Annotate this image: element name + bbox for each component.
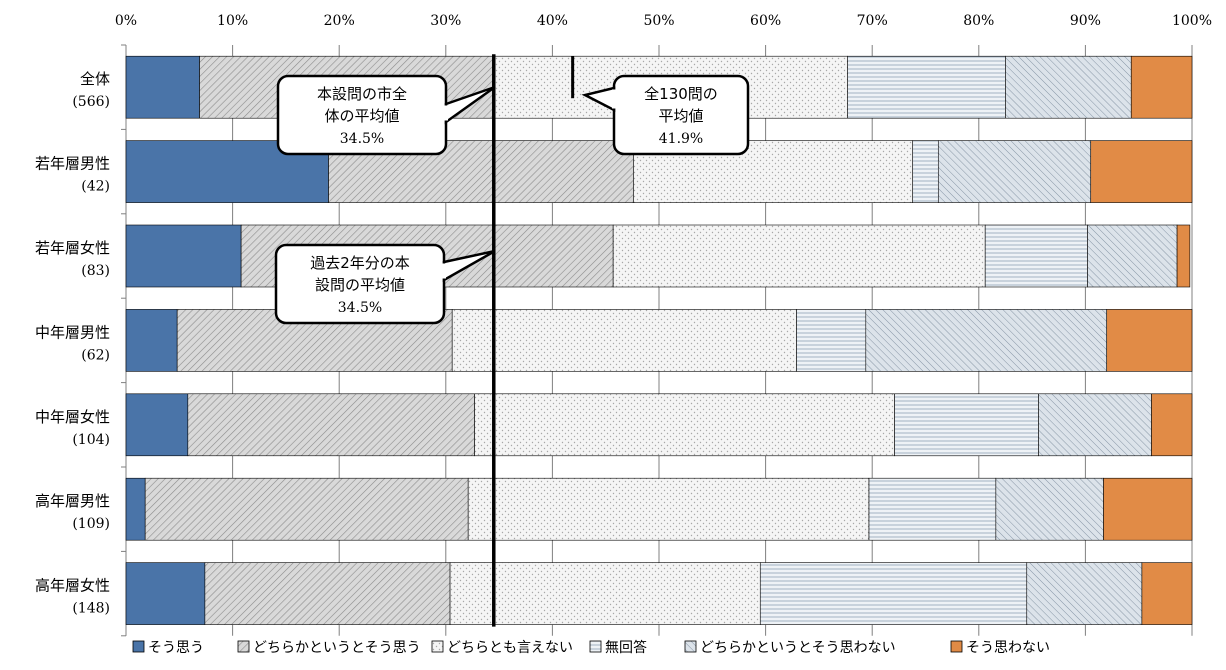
legend-item: どちらとも言えない [431, 640, 573, 656]
bar-segment [612, 224, 986, 288]
x-tick-label: 70% [857, 13, 888, 29]
legend-swatch [237, 640, 250, 653]
category-label: 中年層男性 [35, 323, 110, 341]
category-count: (566) [72, 94, 110, 110]
x-tick-label: 50% [643, 13, 674, 29]
callout-text: 設問の平均値 [315, 276, 405, 294]
category-label: 中年層女性 [35, 408, 110, 426]
bar-segment [125, 477, 146, 541]
bar-segment [1103, 477, 1193, 541]
x-tick-label: 20% [324, 13, 355, 29]
bar-segment [984, 224, 1088, 288]
bar-segment [125, 562, 206, 625]
bar-segment [894, 393, 1039, 457]
callout-value: 41.9% [659, 131, 703, 147]
reference-lines-layer [492, 54, 575, 627]
bar-segment [1005, 55, 1132, 119]
legend-label: そう思う [148, 640, 204, 656]
x-tick-label: 100% [1172, 13, 1212, 29]
bar-segment [912, 140, 939, 203]
bar-segment [1176, 224, 1191, 288]
legend-swatch [950, 640, 963, 653]
x-tick-label: 30% [430, 13, 461, 29]
bar-segment [125, 309, 178, 372]
x-tick-label: 40% [537, 13, 568, 29]
legend-swatch [684, 640, 697, 653]
bar-segment [1026, 562, 1143, 625]
legend-label: どちらかというとそう思わない [700, 640, 896, 656]
bar-segment [474, 393, 895, 457]
legend-swatch [431, 640, 444, 653]
bar-segment [937, 140, 1092, 203]
callout-text: 過去2年分の本 [310, 254, 410, 272]
bar-segment [451, 309, 797, 372]
bar-segment [796, 309, 867, 372]
category-label: 若年層女性 [35, 239, 110, 257]
x-tick-label: 80% [963, 13, 994, 29]
bar-segment [1130, 55, 1193, 119]
x-tick-label: 10% [217, 13, 248, 29]
legend-item: そう思わない [950, 640, 1050, 656]
bar-segment [1151, 393, 1193, 457]
bar-segment [1106, 309, 1193, 372]
callout-text: 体の平均値 [324, 107, 399, 125]
category-count: (104) [72, 432, 110, 448]
bar-segment [125, 393, 189, 457]
x-tick-label: 0% [115, 13, 137, 29]
bar-segment [144, 477, 469, 541]
category-label: 高年層男性 [35, 492, 110, 510]
callout-text: 平均値 [658, 107, 703, 125]
bar-segment [759, 562, 1028, 625]
bar-segment [1141, 562, 1193, 625]
bar-segment [467, 477, 870, 541]
x-tick-label: 60% [750, 13, 781, 29]
category-label: 高年層女性 [35, 577, 110, 595]
legend-swatch [589, 640, 602, 653]
x-tick-label: 90% [1070, 13, 1101, 29]
category-label: 若年層男性 [35, 155, 110, 173]
bar-segment [847, 55, 1006, 119]
bar-segment [1090, 140, 1193, 203]
legend: そう思う どちらかというとそう思う どちらとも言えない 無回答 どちらかというとそう思わ… [132, 639, 1050, 656]
legend-label: どちらとも言えない [447, 640, 573, 656]
legend-label: 無回答 [605, 639, 647, 656]
legend-item: どちらかというとそう思う [237, 640, 421, 656]
legend-item: どちらかというとそう思わない [684, 640, 896, 656]
callout-text: 全130問の [644, 85, 718, 103]
bar-segment [187, 393, 475, 457]
labels-layer: 0% 10% 20% 30% 40% 50% 60% 70% 80% 90% 100% 全体 (566)… [35, 13, 1212, 617]
legend-label: どちらかというとそう思う [253, 640, 421, 656]
legend-label: そう思わない [966, 640, 1050, 656]
bar-segment [204, 562, 451, 625]
category-count: (83) [81, 263, 110, 279]
category-count: (148) [72, 601, 110, 617]
callout-value: 34.5% [340, 131, 384, 147]
legend-item: 無回答 [589, 639, 647, 656]
callout-value: 34.5% [338, 300, 382, 316]
bar-segment [125, 55, 200, 119]
legend-item: そう思う [132, 640, 204, 656]
bar-segment [1087, 224, 1178, 288]
bar-segment [1038, 393, 1152, 457]
category-label: 全体 [80, 70, 110, 88]
category-count: (109) [72, 516, 110, 532]
bar-segment [449, 562, 761, 625]
bar-segment [868, 477, 997, 541]
bar-segment [995, 477, 1104, 541]
legend-swatch [132, 640, 145, 653]
callout-text: 本設問の市全 [317, 85, 407, 103]
bar-segment [125, 224, 242, 288]
bar-segment [865, 309, 1108, 372]
category-count: (42) [81, 179, 110, 195]
category-count: (62) [81, 347, 110, 363]
